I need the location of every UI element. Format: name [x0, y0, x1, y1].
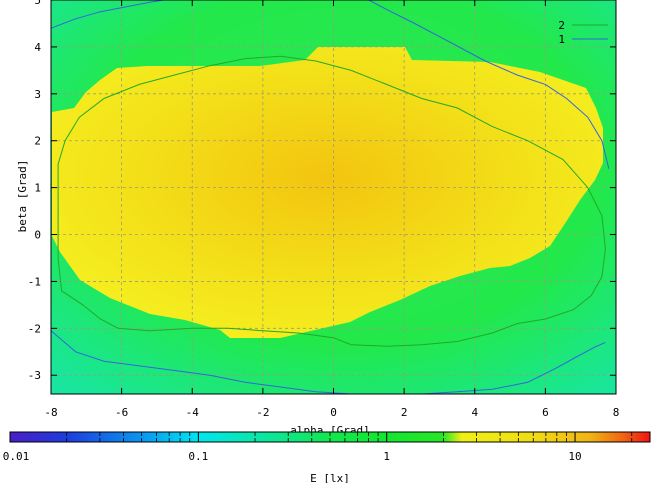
- colorbar-tick-label: 1: [383, 450, 390, 463]
- y-tick-label: 5: [34, 0, 41, 7]
- y-tick-label: -3: [28, 369, 41, 382]
- y-axis-label: beta [Grad]: [16, 160, 29, 233]
- y-tick-label: 4: [34, 41, 41, 54]
- legend: 21: [558, 19, 608, 46]
- legend-label: 1: [558, 33, 565, 46]
- colorbar-tick-label: 10: [568, 450, 581, 463]
- x-tick-label: 0: [330, 406, 337, 419]
- x-tick-label: -2: [256, 406, 269, 419]
- x-tick-label: -8: [44, 406, 57, 419]
- y-tick-label: 3: [34, 88, 41, 101]
- y-tick-label: 0: [34, 229, 41, 242]
- x-tick-label: 2: [401, 406, 408, 419]
- colorbar: 0.01 0.1 1 10 E [lx]: [3, 431, 651, 483]
- contour-lines: [51, 0, 610, 394]
- high-illuminance-region: [52, 47, 603, 338]
- contour-line-level-1: [51, 0, 165, 29]
- x-tick-label: 4: [471, 406, 478, 419]
- y-tick-label: -2: [28, 322, 41, 335]
- colorbar-tick-label: 0.1: [188, 450, 208, 463]
- y-tick-label: 1: [34, 182, 41, 195]
- x-tick-label: -6: [115, 406, 128, 419]
- grid-lines: [51, 0, 616, 394]
- contour-line-level-1: [51, 330, 606, 394]
- colorbar-tick-label: 0.01: [3, 450, 30, 463]
- y-tick-label: -1: [28, 275, 41, 288]
- colorbar-label: E [lx]: [310, 472, 350, 483]
- x-axis-ticks: -8 -6 -4 -2 0 2 4 6 8: [44, 0, 619, 419]
- y-tick-label: 2: [34, 135, 41, 148]
- contour-line-level-1: [368, 0, 610, 170]
- contour-line-level-2: [57, 55, 606, 347]
- x-tick-label: 6: [542, 406, 549, 419]
- legend-label: 2: [558, 19, 565, 32]
- x-tick-label: -4: [186, 406, 200, 419]
- colorbar-ticks: 0.01 0.1 1 10: [3, 432, 633, 463]
- x-tick-label: 8: [613, 406, 620, 419]
